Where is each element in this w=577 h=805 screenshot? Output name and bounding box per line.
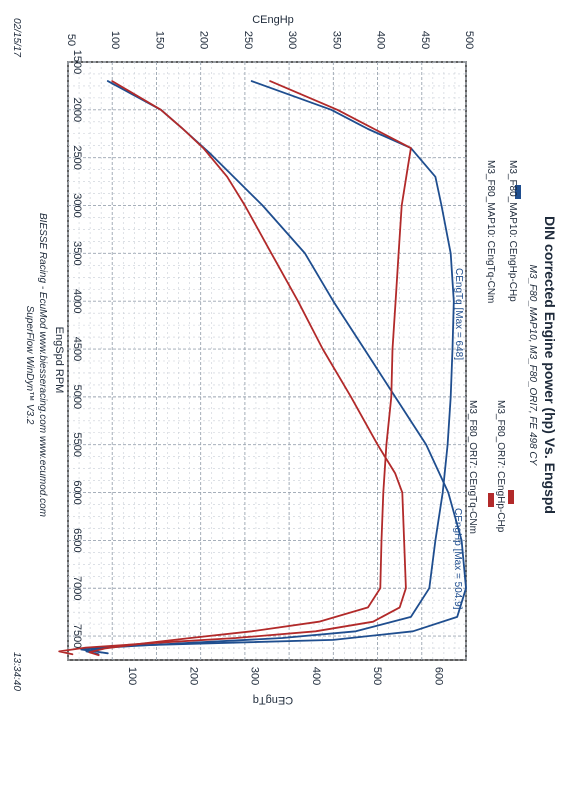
rpm-tick-label: 2000 (71, 98, 83, 122)
tq-max-annotation: CEngTq [Max = 648] (453, 268, 464, 360)
rpm-tick-label: 7000 (71, 576, 83, 600)
curve-map10-tq (85, 80, 455, 656)
hp-tick-label: 150 (153, 31, 165, 49)
print-date: 02/15/17 (11, 18, 22, 57)
tq-tick-label: 100 (126, 667, 138, 685)
legend: M3_F80_MAP10: CEngHp-CHp M3_F80_MAP10: C… (467, 160, 521, 534)
chart-subtitle: M3_F80_MAP10, M3_F80_ORI7, FE 498 CY (527, 265, 538, 467)
rpm-tick-labels: 1500 2000 2500 3000 3500 4000 4500 5000 5500 6000… (71, 50, 83, 649)
legend-ori7-hp: M3_F80_ORI7: CEngHp-CHp (495, 400, 506, 533)
rpm-tick-label: 5500 (71, 432, 83, 456)
legend-swatch-map10-hp (515, 185, 521, 199)
print-time: 13:34:40 (11, 652, 22, 691)
rpm-tick-label: 5000 (71, 385, 83, 409)
rpm-tick-label: 3500 (71, 241, 83, 265)
tq-axis-label: CEngTq (253, 694, 293, 706)
legend-ori7-tq: M3_F80_ORI7: CEngTq-CNm (467, 400, 478, 534)
rpm-tick-label: 4500 (71, 337, 83, 361)
hp-tick-label: 350 (330, 31, 342, 49)
rpm-tick-label: 4000 (71, 289, 83, 313)
hp-tick-label: 50 (65, 34, 77, 46)
grid (67, 61, 467, 661)
hp-tick-labels: 500 450 400 350 300 250 200 150 100 50 (65, 31, 475, 49)
hp-tick-label: 500 (463, 31, 475, 49)
hp-tick-label: 200 (198, 31, 210, 49)
rpm-tick-label: 6000 (71, 480, 83, 504)
rpm-tick-label: 1500 (71, 50, 83, 74)
curve-ori7-tq (88, 80, 412, 657)
tq-tick-label: 300 (249, 667, 261, 685)
rpm-tick-label: 3000 (71, 193, 83, 217)
legend-swatch-ori7-tq (488, 493, 494, 507)
tq-tick-label: 200 (187, 667, 199, 685)
tq-tick-label: 400 (310, 667, 322, 685)
plot-frame (67, 61, 467, 661)
legend-map10-tq: M3_F80_MAP10: CEngTq-CNm (485, 160, 496, 303)
chart-title: DIN corrected Engine power (hp) Vs. Engs… (542, 216, 558, 514)
tq-tick-label: 600 (432, 667, 444, 685)
rpm-axis-label: EngSpd RPM (53, 327, 65, 394)
hp-tick-label: 250 (242, 31, 254, 49)
curve-ori7-hp (58, 80, 407, 656)
hp-tick-label: 100 (109, 31, 121, 49)
rpm-tick-label: 6500 (71, 528, 83, 552)
legend-swatch-ori7-hp (508, 490, 514, 504)
curves (58, 80, 467, 657)
footer-software: SuperFlow WinDyn™ V3.2 (24, 306, 35, 425)
rpm-tick-label: 2500 (71, 145, 83, 169)
footer-credit: BIESSE Racing - EcuMod www.biesseracing.… (37, 213, 48, 517)
hp-tick-label: 300 (286, 31, 298, 49)
legend-map10-hp: M3_F80_MAP10: CEngHp-CHp (507, 160, 518, 302)
hp-tick-label: 450 (419, 31, 431, 49)
rpm-tick-label: 7500 (71, 624, 83, 648)
tq-tick-label: 500 (371, 667, 383, 685)
hp-max-annotation: CEngHp [Max = 504.9] (452, 508, 463, 610)
tq-tick-labels: 600 500 400 300 200 100 (126, 667, 444, 685)
hp-tick-label: 400 (375, 31, 387, 49)
hp-axis-label: CEngHp (252, 14, 294, 26)
